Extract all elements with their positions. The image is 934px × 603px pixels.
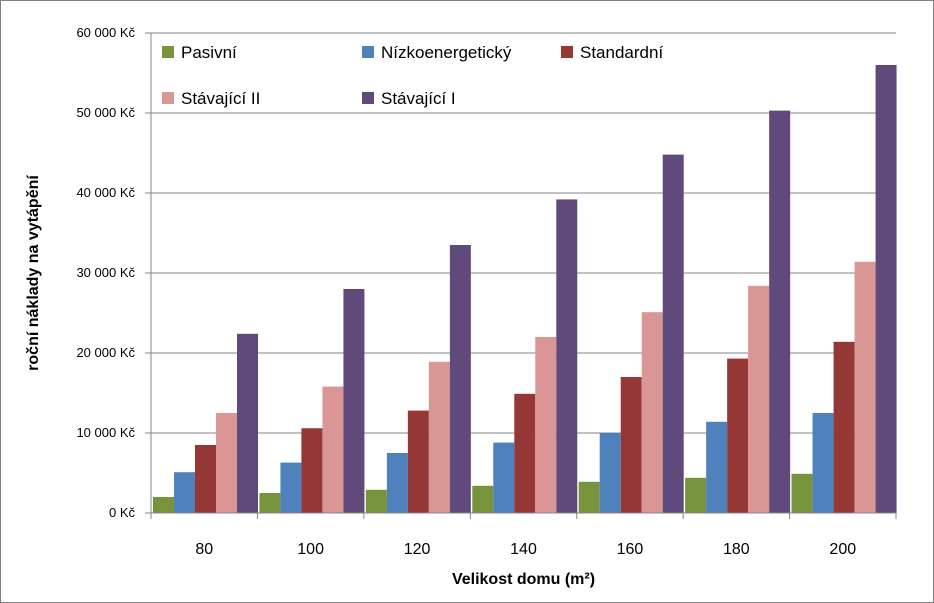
legend-swatch bbox=[362, 92, 374, 104]
bar bbox=[791, 473, 813, 513]
bar bbox=[322, 386, 344, 513]
bar bbox=[685, 477, 707, 513]
y-axis-ticks: 0 Kč 10 000 Kč 20 000 Kč 30 000 Kč 40 000 Kč… bbox=[76, 25, 151, 520]
x-tick-label: 200 bbox=[829, 541, 856, 558]
bar bbox=[365, 489, 387, 513]
y-axis-title: roční náklady na vytápění bbox=[25, 175, 42, 371]
y-tick-label: 0 Kč bbox=[109, 505, 136, 520]
x-tick-label: 160 bbox=[617, 541, 644, 558]
bar bbox=[514, 393, 536, 513]
bar bbox=[812, 413, 834, 513]
bar bbox=[493, 442, 515, 513]
x-axis-ticks: 80 100 120 140 160 180 200 bbox=[150, 513, 897, 558]
x-tick-label: 80 bbox=[195, 541, 213, 558]
bar bbox=[449, 245, 471, 513]
x-tick-label: 140 bbox=[510, 541, 537, 558]
bar bbox=[535, 337, 557, 513]
legend-label: Pasivní bbox=[181, 43, 237, 62]
y-tick-label: 30 000 Kč bbox=[76, 265, 135, 280]
bar bbox=[748, 285, 770, 513]
bar bbox=[641, 312, 663, 513]
bar bbox=[706, 421, 728, 513]
bar bbox=[174, 472, 195, 513]
bar bbox=[769, 110, 791, 513]
legend-swatch bbox=[162, 92, 174, 104]
bar bbox=[662, 154, 684, 513]
bar bbox=[195, 445, 216, 513]
bar bbox=[620, 377, 642, 513]
bar bbox=[428, 361, 450, 513]
bar bbox=[280, 462, 302, 513]
bar bbox=[301, 428, 323, 513]
bar bbox=[343, 289, 365, 513]
bar bbox=[599, 433, 621, 513]
bar bbox=[153, 497, 174, 513]
bar bbox=[578, 481, 600, 513]
y-tick-label: 40 000 Kč bbox=[76, 185, 135, 200]
y-tick-label: 10 000 Kč bbox=[76, 425, 135, 440]
legend-swatch bbox=[162, 46, 174, 58]
y-tick-label: 50 000 Kč bbox=[76, 105, 135, 120]
bar bbox=[833, 341, 855, 513]
y-tick-label: 60 000 Kč bbox=[76, 25, 135, 40]
x-axis-title: Velikost domu (m²) bbox=[452, 571, 595, 588]
bar bbox=[556, 199, 578, 513]
legend-swatch bbox=[362, 46, 374, 58]
legend-label: Nízkoenergetický bbox=[381, 43, 512, 62]
bar bbox=[854, 261, 876, 513]
x-tick-label: 180 bbox=[723, 541, 750, 558]
x-tick-label: 120 bbox=[404, 541, 431, 558]
bar bbox=[472, 485, 494, 513]
bars bbox=[153, 65, 897, 513]
legend-swatch bbox=[561, 46, 573, 58]
bar bbox=[407, 410, 429, 513]
bar bbox=[237, 333, 258, 513]
bar bbox=[727, 358, 749, 513]
legend-label: Stávající II bbox=[181, 89, 260, 108]
bar bbox=[259, 493, 281, 513]
axes bbox=[150, 33, 896, 514]
bar bbox=[216, 413, 237, 513]
legend: Pasivní Nízkoenergetický Standardní Stávají… bbox=[162, 43, 663, 108]
y-tick-label: 20 000 Kč bbox=[76, 345, 135, 360]
legend-label: Stávající I bbox=[381, 89, 456, 108]
bar bbox=[386, 453, 408, 513]
legend-label: Standardní bbox=[580, 43, 663, 62]
bar bbox=[875, 65, 897, 513]
x-tick-label: 100 bbox=[297, 541, 324, 558]
